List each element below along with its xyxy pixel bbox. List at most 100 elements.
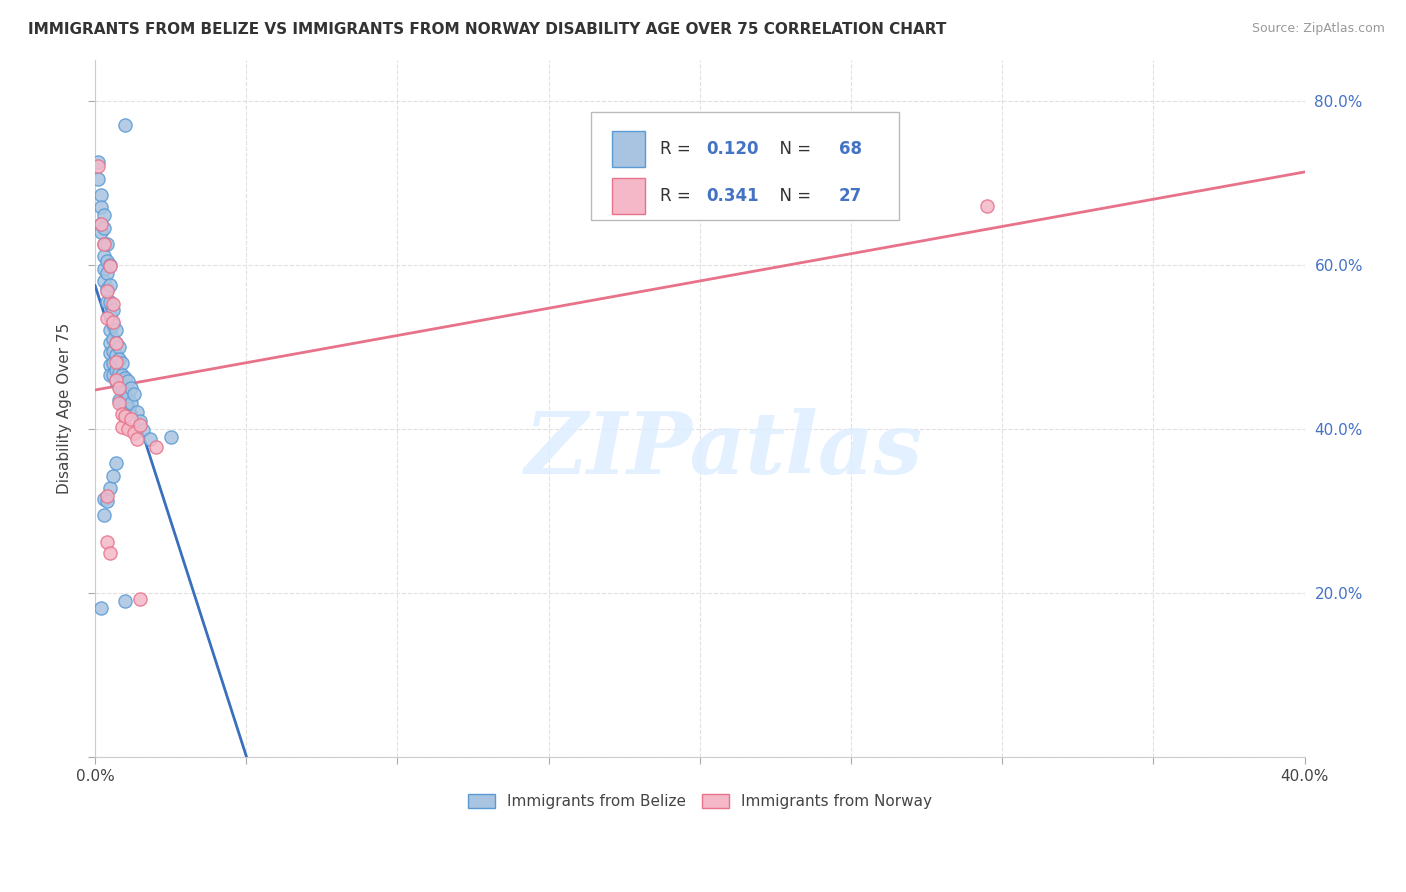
Point [96,311,118,326]
Point [114,384,136,399]
Point [114,371,136,385]
Text: N =: N = [769,140,817,158]
Text: 68: 68 [839,140,862,158]
Point [114,409,136,424]
Text: 0.120: 0.120 [706,140,758,158]
FancyBboxPatch shape [612,130,645,167]
Point [96,294,118,309]
Point [96,237,118,252]
Point [93,237,115,252]
Point [98,260,121,274]
Point [93,220,115,235]
Point [103,469,125,483]
Text: 27: 27 [839,187,862,205]
Point [108,379,131,393]
Point [105,456,128,470]
Point [120,381,142,395]
Point [93,508,115,522]
Point [976,199,998,213]
Point [93,250,115,264]
FancyBboxPatch shape [612,178,645,214]
Point [103,368,125,383]
Point [96,494,118,508]
Text: N =: N = [769,187,817,205]
Text: IMMIGRANTS FROM BELIZE VS IMMIGRANTS FROM NORWAY DISABILITY AGE OVER 75 CORRELAT: IMMIGRANTS FROM BELIZE VS IMMIGRANTS FRO… [28,22,946,37]
Point [103,297,125,311]
Point [129,417,152,432]
FancyBboxPatch shape [591,112,900,220]
Point [96,282,118,296]
Point [93,261,115,276]
Text: ZIPatlas: ZIPatlas [524,409,924,491]
Point [159,430,181,444]
Point [98,358,121,372]
Point [103,343,125,358]
Point [129,414,152,428]
Point [108,340,131,354]
Point [103,317,125,331]
Point [96,535,118,549]
Text: R =: R = [659,187,696,205]
Point [114,118,136,132]
Point [111,420,134,434]
Point [138,432,160,446]
Point [98,294,121,309]
Point [117,389,139,403]
Point [90,188,112,202]
Point [114,409,136,424]
Point [120,395,142,409]
Point [98,335,121,350]
Point [114,594,136,608]
Point [111,383,134,397]
Point [108,352,131,367]
Point [105,362,128,376]
Point [98,368,121,383]
Point [93,274,115,288]
Point [98,346,121,360]
Point [87,171,110,186]
Text: Source: ZipAtlas.com: Source: ZipAtlas.com [1251,22,1385,36]
Point [124,425,146,440]
Point [108,393,131,408]
Point [103,302,125,317]
Point [129,592,152,607]
Point [98,307,121,321]
Text: R =: R = [659,140,696,158]
Point [111,395,134,409]
Point [93,209,115,223]
Point [108,381,131,395]
Point [111,356,134,370]
Point [98,258,121,272]
Point [98,323,121,337]
Point [98,481,121,495]
Point [103,356,125,370]
Point [103,332,125,346]
Point [96,284,118,298]
Point [127,405,149,419]
Point [87,155,110,169]
Point [93,491,115,506]
Point [103,315,125,329]
Point [105,374,128,388]
Point [105,335,128,350]
Point [117,374,139,388]
Point [111,407,134,421]
Point [105,323,128,337]
Point [124,387,146,401]
Point [108,366,131,380]
Point [96,266,118,280]
Text: 0.341: 0.341 [706,187,759,205]
Point [96,489,118,503]
Point [98,547,121,561]
Point [90,225,112,239]
Point [105,373,128,387]
Legend: Immigrants from Belize, Immigrants from Norway: Immigrants from Belize, Immigrants from … [461,789,938,815]
Point [120,412,142,426]
Point [87,159,110,173]
Point [90,200,112,214]
Point [105,348,128,362]
Point [117,422,139,436]
Point [105,354,128,368]
Point [114,397,136,411]
Point [90,217,112,231]
